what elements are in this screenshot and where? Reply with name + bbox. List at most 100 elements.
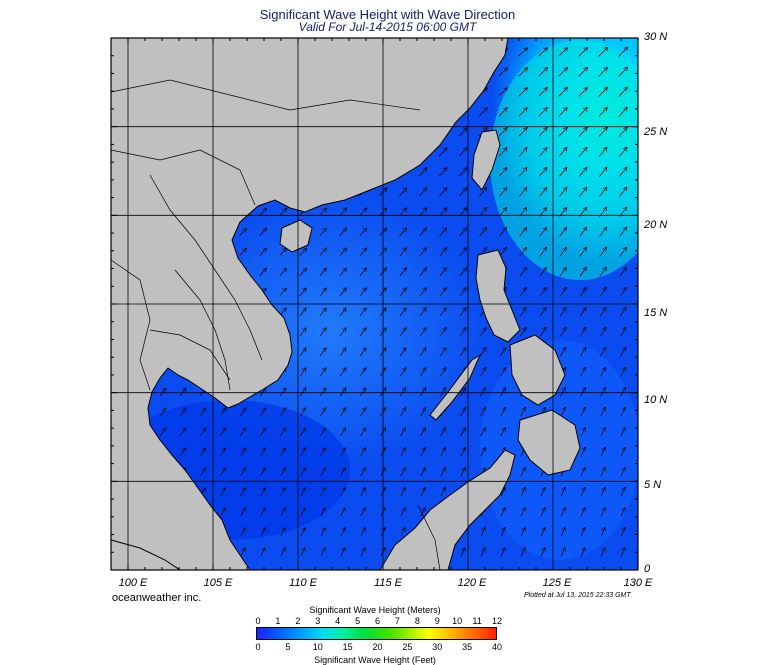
wave-arrow (459, 308, 466, 317)
meters-tick: 1 (275, 616, 281, 626)
wave-arrow (299, 248, 307, 256)
wave-arrow (280, 408, 285, 417)
wave-arrow (618, 67, 628, 77)
meters-tick: 10 (452, 616, 463, 626)
wave-arrow (519, 188, 526, 197)
wave-arrow (220, 448, 226, 456)
lat-label-15n: 15 N (644, 307, 668, 319)
wave-arrow (260, 508, 266, 517)
wave-arrow (200, 408, 205, 416)
meters-tick: 8 (414, 616, 420, 626)
wave-arrow (539, 308, 546, 317)
wave-arrow (439, 268, 446, 277)
wave-arrow (599, 187, 606, 197)
wave-arrow (559, 228, 567, 237)
wave-arrow (540, 548, 545, 557)
wave-arrow (538, 148, 547, 157)
wave-arrow (240, 408, 245, 417)
wave-arrow (319, 288, 326, 297)
wave-arrow (560, 388, 566, 397)
wave-arrow (460, 408, 466, 417)
wave-arrow (280, 468, 286, 477)
wave-arrow (400, 428, 406, 437)
wave-arrow (340, 388, 345, 397)
wave-arrow (399, 208, 407, 217)
wave-arrow (340, 428, 346, 437)
wave-arrow (459, 248, 467, 257)
wave-arrow (319, 208, 327, 216)
wave-arrow (300, 428, 306, 437)
feet-tick: 5 (285, 642, 291, 652)
wave-arrow (299, 268, 306, 276)
wave-arrow (619, 287, 626, 297)
wave-arrow (300, 468, 306, 477)
wave-arrow (620, 408, 626, 417)
wave-arrow (519, 268, 526, 277)
wave-arrow (400, 368, 405, 377)
wave-arrow (620, 528, 624, 537)
wave-arrow (160, 408, 165, 416)
wave-arrow (618, 147, 627, 157)
meters-tick: 5 (355, 616, 361, 626)
wave-arrow (339, 208, 347, 217)
wave-arrow (359, 368, 366, 377)
wave-arrow (319, 248, 327, 257)
wave-arrow (240, 448, 246, 457)
wave-arrow (538, 88, 547, 97)
wave-arrow (440, 488, 445, 497)
wave-arrow (518, 128, 527, 137)
wave-arrow (620, 388, 626, 397)
meters-tick: 9 (434, 616, 440, 626)
meters-tick: 7 (394, 616, 400, 626)
wave-arrow (420, 468, 426, 477)
colorbar-meters-title: Significant Wave Height (Meters) (309, 605, 441, 615)
feet-tick: 20 (372, 642, 383, 652)
wave-arrow (539, 328, 546, 337)
wave-arrow (280, 428, 285, 437)
wave-arrow (400, 508, 405, 517)
wave-arrow (400, 488, 405, 497)
wave-arrow (360, 548, 365, 557)
wave-arrow (458, 128, 467, 137)
wave-arrow (539, 228, 547, 237)
wave-arrow (460, 388, 465, 397)
wave-arrow (400, 388, 405, 397)
wave-arrow (280, 508, 285, 517)
wave-arrow (559, 328, 566, 337)
feet-tick: 25 (402, 642, 413, 652)
wave-arrow (600, 528, 605, 537)
mainland-asia (111, 38, 509, 570)
wave-arrow (580, 368, 585, 377)
wave-arrow (220, 428, 225, 436)
wave-arrow (598, 108, 607, 117)
valid-time: Valid For Jul-14-2015 06:00 GMT (298, 20, 477, 34)
wave-arrow (519, 328, 526, 337)
wave-arrow (479, 348, 486, 357)
wave-arrow (599, 267, 606, 277)
wave-arrow (480, 408, 486, 417)
wave-arrow (600, 448, 605, 457)
wave-arrow (520, 468, 525, 477)
wave-arrow (519, 168, 526, 177)
wave-arrow (479, 328, 486, 337)
wave-arrow (399, 348, 406, 357)
wave-arrow (159, 388, 166, 396)
wave-arrow (339, 248, 347, 257)
wave-arrow (259, 248, 266, 256)
wave-arrow (498, 108, 507, 117)
wave-arrow (340, 528, 345, 537)
wave-arrow (498, 68, 507, 77)
wave-arrow (359, 288, 366, 297)
wave-arrow (580, 548, 584, 557)
wave-arrow (200, 428, 205, 436)
wave-arrow (320, 508, 325, 517)
wave-arrow (259, 228, 267, 236)
taiwan-island (471, 129, 501, 191)
wave-arrow (580, 448, 585, 457)
wave-arrow (459, 228, 467, 237)
wave-arrow (180, 448, 185, 456)
wave-arrow (558, 128, 567, 137)
wave-arrow (200, 468, 206, 476)
wave-arrow (260, 388, 265, 397)
wave-arrow (538, 108, 547, 117)
